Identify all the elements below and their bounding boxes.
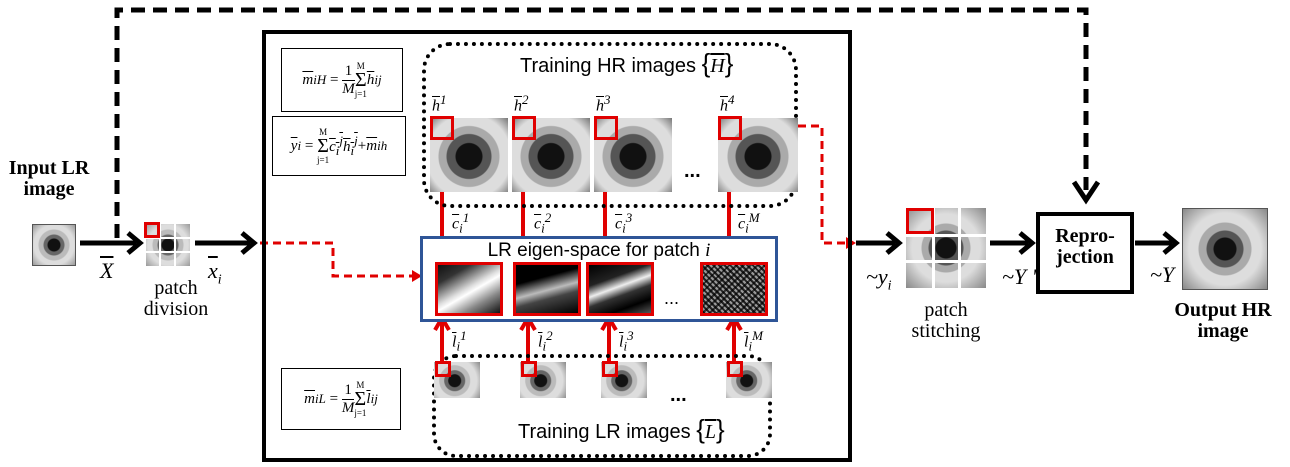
eigen-basis-m bbox=[700, 262, 768, 316]
stitched-highlight bbox=[906, 208, 934, 234]
lr-basis-label-3: li3 bbox=[619, 328, 634, 354]
lr-patch-2 bbox=[521, 361, 537, 377]
output-var: ~Y bbox=[1150, 262, 1175, 287]
hr-image-1 bbox=[430, 118, 508, 192]
stitched-image bbox=[906, 208, 986, 288]
coef-label-2: ci2 bbox=[534, 210, 552, 236]
coef-label-3: ci3 bbox=[615, 210, 633, 236]
eigen-ellipsis: ... bbox=[664, 288, 680, 308]
stitch-input-var: ~yi bbox=[866, 264, 892, 294]
eigen-basis-3 bbox=[586, 262, 654, 316]
hr-patch-label-4: h4 bbox=[720, 92, 735, 115]
input-title: Input LR image bbox=[8, 157, 90, 200]
output-title: Output HR image bbox=[1174, 299, 1272, 342]
hr-patch-4 bbox=[718, 116, 742, 140]
lr-patch-3 bbox=[602, 361, 618, 377]
hr-patch-1 bbox=[430, 116, 454, 140]
hr-patch-label-3: h3 bbox=[596, 92, 611, 115]
lr-ellipsis: ... bbox=[670, 384, 687, 406]
patch-stitching-label: patch stitching bbox=[911, 299, 981, 342]
lr-basis-label-1: li1 bbox=[452, 328, 467, 354]
eigen-space-title: LR eigen-space for patch i bbox=[487, 240, 711, 261]
lr-image-1 bbox=[434, 362, 480, 398]
input-var: X bbox=[100, 258, 114, 283]
patch-division-grid bbox=[146, 224, 190, 266]
patch-var: xi bbox=[208, 258, 222, 288]
red-dashed-to-eigen bbox=[260, 241, 415, 278]
hr-image-4 bbox=[718, 118, 798, 192]
hr-patch-3 bbox=[594, 116, 618, 140]
hr-patch-2 bbox=[512, 116, 536, 140]
coef-label-1: ci1 bbox=[452, 210, 470, 236]
eigen-basis-1 bbox=[435, 262, 503, 316]
hr-image-2 bbox=[512, 118, 590, 192]
patch-division-highlight bbox=[144, 222, 160, 238]
coef-label-m: ciM bbox=[738, 210, 760, 236]
patch-division-label: patch division bbox=[143, 277, 209, 320]
bypass-arrowhead bbox=[1071, 180, 1101, 205]
lr-basis-label-2: li2 bbox=[538, 328, 553, 354]
lr-image-2 bbox=[520, 362, 566, 398]
red-dashed-hr-to-y bbox=[798, 124, 848, 245]
hr-image-3 bbox=[594, 118, 672, 192]
training-hr-label: Training HR images {H} bbox=[520, 48, 734, 78]
lr-image-3 bbox=[601, 362, 647, 398]
stitch-output-var: ~Y ' bbox=[1002, 264, 1037, 289]
hr-patch-label-2: h2 bbox=[514, 92, 529, 115]
eigen-transform-panel bbox=[262, 30, 852, 462]
reprojection-label: Repro- jection bbox=[1055, 225, 1115, 268]
eigen-basis-2 bbox=[513, 262, 581, 316]
training-lr-group bbox=[432, 354, 772, 458]
training-lr-label: Training LR images {L} bbox=[518, 414, 725, 444]
lr-patch-4 bbox=[727, 361, 743, 377]
output-hr-image bbox=[1182, 208, 1268, 290]
hr-patch-label-1: h1 bbox=[432, 92, 447, 115]
lr-patch-1 bbox=[435, 361, 451, 377]
lr-basis-label-m: liM bbox=[744, 328, 763, 354]
bypass-dashed-path bbox=[114, 7, 1089, 238]
hr-ellipsis: ... bbox=[684, 160, 701, 182]
reprojection-box bbox=[1036, 212, 1134, 294]
input-lr-image bbox=[32, 224, 76, 266]
lr-image-4 bbox=[726, 362, 772, 398]
